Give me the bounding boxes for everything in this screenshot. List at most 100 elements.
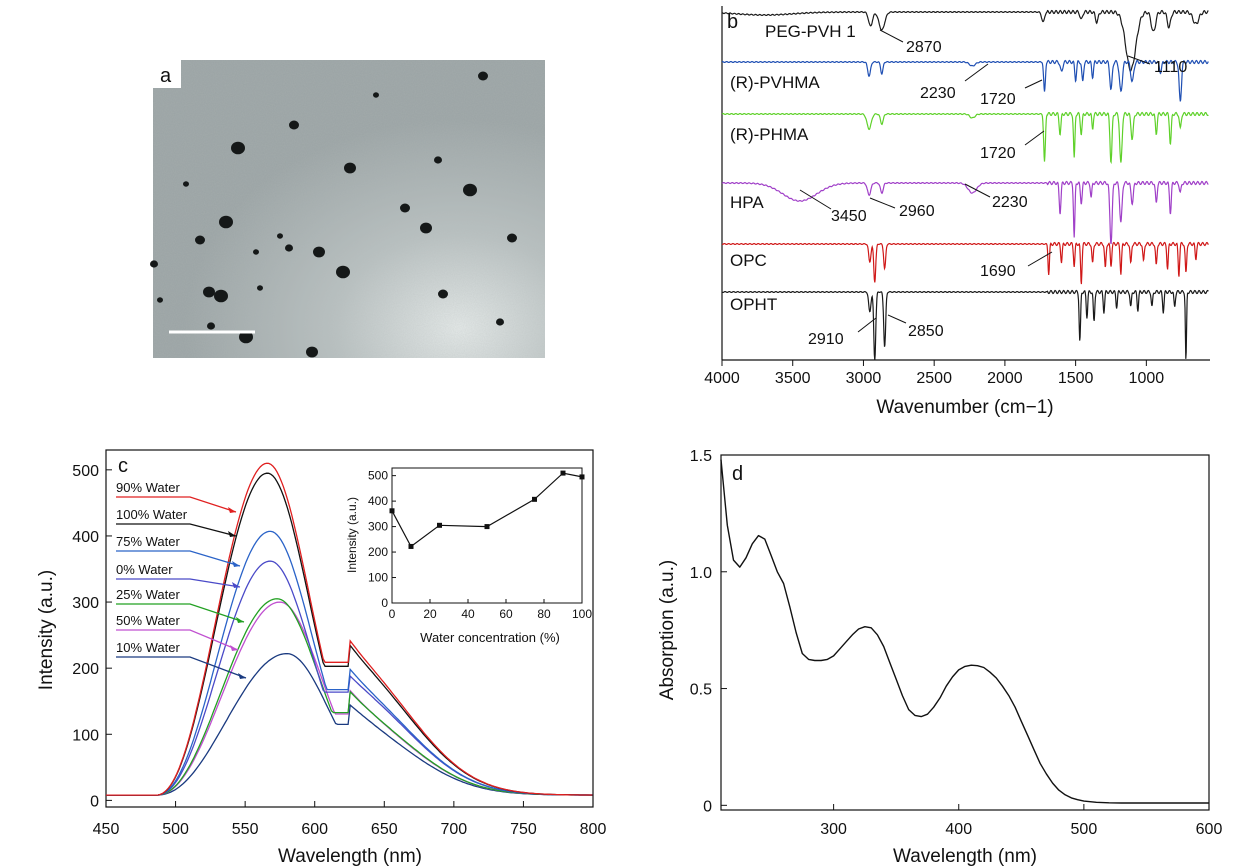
annot-2910: 2910 xyxy=(808,331,844,348)
annot-line-2850 xyxy=(887,314,907,324)
panel-c-ytick-label: 0 xyxy=(90,793,99,810)
tem-particle xyxy=(253,249,259,255)
inset-ytick-label: 200 xyxy=(368,545,388,559)
panel-c-legend-arrow xyxy=(116,629,239,651)
panel-b-xtick-label: 3500 xyxy=(775,370,811,387)
panel-c-ytick-label: 400 xyxy=(72,529,99,546)
tem-particle xyxy=(463,183,477,197)
annot-2960: 2960 xyxy=(899,203,935,220)
annot-line-1720b xyxy=(1024,130,1045,146)
panel-b-xtick-label: 3000 xyxy=(846,370,882,387)
tem-particle xyxy=(434,156,442,164)
panel-c-legend-arrow xyxy=(116,656,247,679)
panel-b-xtick-label: 1500 xyxy=(1058,370,1094,387)
inset-xtick-label: 40 xyxy=(461,607,475,621)
tem-particle xyxy=(373,92,379,98)
annot-line-3450 xyxy=(799,189,832,210)
panel-c-legend-label: 50% Water xyxy=(116,613,180,628)
panel-c-label: c xyxy=(118,455,128,477)
panel-b-series-line xyxy=(721,289,1209,361)
tem-particle xyxy=(336,265,350,279)
panel-c-legend-arrow xyxy=(116,550,241,567)
panel-d-label: d xyxy=(732,463,743,485)
panel-c-legend-arrowhead xyxy=(228,507,236,513)
tem-particle xyxy=(285,244,293,252)
annot-line-2230a xyxy=(964,63,989,82)
inset-xtick-label: 20 xyxy=(423,607,437,621)
panel-b-series-line xyxy=(721,111,1209,165)
panel-c-legend-arrowhead xyxy=(232,582,240,588)
tem-particle xyxy=(289,120,299,130)
annot-line-1110 xyxy=(1127,55,1151,65)
panel-c-fluorescence-chart: 450 500 550 600 650 700 750 8000100200300400500… xyxy=(36,449,606,867)
annot-line-2910 xyxy=(857,317,877,333)
panel-c-legend-label: 25% Water xyxy=(116,587,180,602)
tem-particle xyxy=(400,203,410,213)
inset-point xyxy=(560,470,566,476)
inset-xlabel: Water concentration (%) xyxy=(420,630,560,645)
inset-ytick-label: 100 xyxy=(368,571,388,585)
tem-particle xyxy=(257,285,263,291)
series-label-r-phma: (R)-PHMA xyxy=(730,125,809,144)
annot-2850: 2850 xyxy=(908,323,944,340)
inset-ytick-label: 300 xyxy=(368,520,388,534)
annot-2230b: 2230 xyxy=(992,194,1028,211)
inset-point xyxy=(408,543,414,549)
panel-c-legend-label: 10% Water xyxy=(116,640,180,655)
panel-c-legend-arrowhead xyxy=(238,673,246,679)
annot-line-2230b xyxy=(964,183,991,198)
panel-c-xtick-label: 550 xyxy=(232,821,259,838)
panel-c-frame xyxy=(105,449,594,808)
annot-1690: 1690 xyxy=(980,263,1016,280)
panel-d-xtick-label: 600 xyxy=(1196,821,1223,838)
tem-particle xyxy=(420,222,432,234)
series-label-opc: OPC xyxy=(730,251,767,270)
inset-frame xyxy=(391,467,583,604)
inset-point xyxy=(484,524,490,530)
panel-b-series-line xyxy=(721,180,1209,245)
panel-c-ytick-label: 500 xyxy=(72,463,99,480)
tem-grain xyxy=(153,60,545,358)
panel-c-xtick-label: 650 xyxy=(371,821,398,838)
inset-ylabel: Intensity (a.u.) xyxy=(345,497,359,573)
annot-3450: 3450 xyxy=(831,208,867,225)
tem-particle xyxy=(277,233,283,239)
panel-b-xtick-label: 2000 xyxy=(987,370,1023,387)
panel-a-label-box xyxy=(153,60,181,88)
panel-d-xlabel: Wavelength (nm) xyxy=(893,846,1037,867)
panel-c-xtick-label: 600 xyxy=(301,821,328,838)
panel-a-label: a xyxy=(160,65,172,87)
series-label-peg-pvh1: PEG-PVH 1 xyxy=(765,22,856,41)
panel-c-legend-label: 75% Water xyxy=(116,534,180,549)
panel-c-legend-arrow xyxy=(116,603,245,623)
tem-particle xyxy=(507,233,517,243)
tem-particle xyxy=(150,260,158,268)
panel-c-ylabel: Intensity (a.u.) xyxy=(36,570,57,690)
inset-xtick-label: 80 xyxy=(537,607,551,621)
tem-particle xyxy=(203,286,215,298)
annot-line-1720a xyxy=(1024,79,1043,89)
annot-2870: 2870 xyxy=(906,39,942,56)
panel-c-legend-label: 0% Water xyxy=(116,562,173,577)
tem-particle xyxy=(219,215,233,229)
panel-b-xtick-label: 2500 xyxy=(916,370,952,387)
panel-d-ytick-label: 1.5 xyxy=(690,448,712,465)
tem-particle xyxy=(207,322,215,330)
tem-particle xyxy=(496,318,504,326)
inset-ytick-label: 0 xyxy=(381,596,388,610)
series-label-opht: OPHT xyxy=(730,295,777,314)
panel-d-absorption-line xyxy=(720,459,1209,804)
annot-1720a: 1720 xyxy=(980,91,1016,108)
inset-point xyxy=(532,496,537,502)
annot-1720b: 1720 xyxy=(980,145,1016,162)
series-label-hpa: HPA xyxy=(730,193,764,212)
inset-xtick-label: 100 xyxy=(572,607,592,621)
series-label-r-pvhma: (R)-PVHMA xyxy=(730,73,820,92)
panel-b-series-line xyxy=(721,9,1209,72)
panel-d-xtick-label: 500 xyxy=(1071,821,1098,838)
annot-line-2870 xyxy=(879,29,904,43)
panel-c-ytick-label: 100 xyxy=(72,727,99,744)
tem-particle xyxy=(478,71,488,81)
panel-b-xtick-label: 1000 xyxy=(1129,370,1165,387)
